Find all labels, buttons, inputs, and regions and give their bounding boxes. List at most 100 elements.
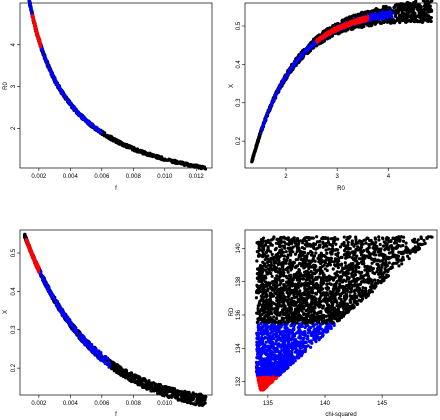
- data-point: [83, 119, 87, 123]
- panel-2: 2 3 40.20.30.40.5 R0 X: [229, 0, 438, 192]
- y-tick-label: 0.5: [236, 21, 242, 30]
- data-point: [400, 8, 405, 12]
- data-point: [346, 21, 350, 25]
- data-point: [185, 391, 189, 395]
- panel-1-ylabel: R0: [3, 82, 9, 90]
- data-point: [407, 19, 412, 23]
- data-point: [79, 114, 83, 118]
- data-point: [159, 392, 164, 396]
- data-point: [114, 140, 118, 144]
- data-point: [36, 34, 40, 38]
- data-point: [152, 387, 156, 392]
- data-point: [135, 149, 140, 153]
- data-point: [39, 45, 42, 49]
- data-point: [303, 50, 307, 54]
- panel-2-frame: [244, 2, 438, 169]
- data-point: [263, 120, 267, 124]
- data-point: [28, 1, 32, 4]
- data-point: [280, 82, 284, 86]
- data-point: [299, 56, 303, 59]
- data-point: [82, 117, 86, 121]
- data-point: [143, 152, 148, 156]
- data-point: [47, 67, 51, 71]
- data-point: [116, 368, 120, 373]
- data-point: [169, 159, 173, 163]
- data-point: [153, 382, 158, 387]
- data-point: [378, 15, 382, 19]
- data-point: [154, 155, 158, 159]
- data-point: [427, 17, 431, 21]
- data-point: [130, 379, 134, 384]
- data-point: [181, 162, 186, 166]
- data-point: [180, 399, 184, 403]
- data-point: [198, 394, 202, 398]
- data-point: [319, 37, 322, 41]
- data-point: [133, 149, 137, 153]
- data-point: [308, 46, 312, 50]
- data-point: [413, 16, 418, 20]
- data-point: [176, 160, 180, 165]
- data-point: [40, 49, 44, 53]
- data-point: [278, 86, 282, 90]
- x-tick-label: 0.008: [126, 174, 142, 180]
- panel-1-points: [27, 0, 208, 171]
- data-point: [197, 164, 202, 168]
- data-point: [422, 4, 427, 8]
- data-point: [398, 2, 403, 6]
- data-point: [73, 109, 77, 112]
- data-point: [401, 5, 405, 9]
- data-point: [202, 165, 206, 169]
- data-point: [368, 10, 373, 14]
- y-tick-label: 0.4: [236, 60, 242, 69]
- data-point: [69, 104, 73, 108]
- data-point: [376, 16, 379, 20]
- data-point: [169, 389, 174, 394]
- data-point: [315, 40, 319, 44]
- data-point: [254, 143, 258, 148]
- data-point: [253, 149, 257, 153]
- data-point: [383, 11, 387, 15]
- panel-3: 0.002 0.004 0.006 0.008 0.010 0.0120.20.30.40…: [3, 229, 213, 418]
- data-point: [34, 26, 38, 30]
- data-point: [29, 5, 33, 9]
- data-point: [131, 145, 135, 149]
- data-point: [412, 5, 416, 10]
- data-point: [162, 385, 166, 389]
- data-point: [370, 16, 373, 20]
- data-point: [105, 135, 109, 139]
- data-point: [403, 8, 407, 12]
- data-point: [23, 233, 27, 238]
- data-point: [69, 102, 73, 106]
- data-point: [340, 19, 344, 23]
- data-point: [91, 124, 95, 128]
- y-tick-label: 0.2: [236, 136, 242, 145]
- data-point: [122, 371, 127, 375]
- data-point: [363, 16, 367, 20]
- data-point: [58, 87, 62, 91]
- data-point: [252, 152, 256, 156]
- y-tick-label: 0.3: [236, 98, 242, 107]
- data-point: [334, 28, 338, 32]
- data-point: [130, 148, 135, 152]
- data-point: [32, 21, 36, 25]
- data-point: [113, 137, 117, 141]
- data-point: [49, 71, 53, 74]
- data-point: [148, 382, 153, 386]
- data-point: [428, 9, 432, 14]
- data-point: [171, 158, 176, 162]
- data-point: [420, 11, 424, 15]
- data-point: [425, 0, 429, 3]
- data-point: [160, 156, 164, 161]
- data-point: [426, 14, 431, 18]
- data-point: [56, 83, 60, 86]
- data-point: [356, 20, 359, 24]
- x-tick-label: 0.006: [94, 174, 110, 180]
- data-point: [271, 100, 275, 103]
- data-point: [258, 131, 262, 135]
- data-point: [296, 59, 300, 63]
- data-point: [404, 15, 409, 20]
- data-point: [406, 3, 411, 7]
- data-point: [340, 23, 344, 27]
- data-point: [51, 73, 55, 76]
- data-point: [203, 401, 207, 405]
